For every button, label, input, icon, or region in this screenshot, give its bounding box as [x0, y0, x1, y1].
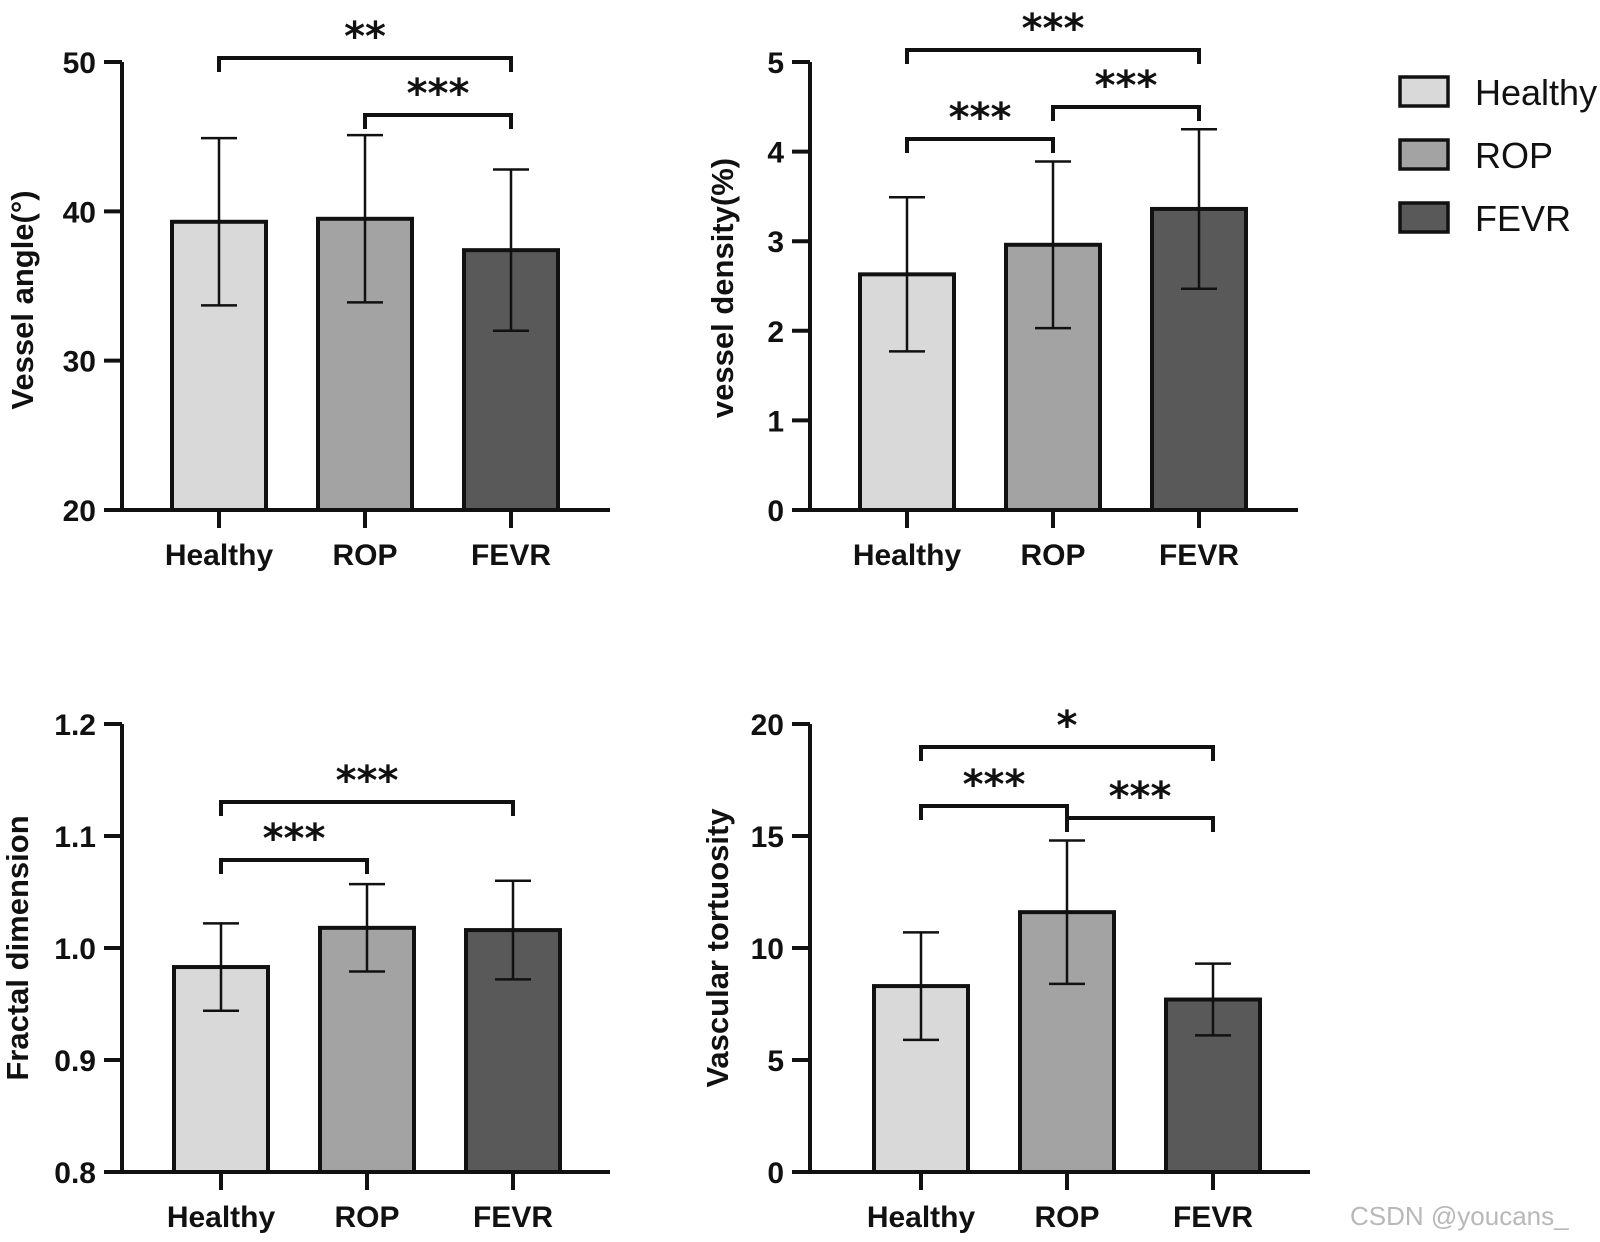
y-tick-label: 0.8	[54, 1157, 96, 1190]
y-tick-label: 1.0	[54, 933, 96, 966]
y-tick-label: 15	[751, 821, 784, 854]
significance-label: ***	[949, 95, 1012, 141]
significance-bracket	[919, 804, 1069, 820]
significance-bracket	[1065, 816, 1215, 832]
y-tick-label: 40	[63, 196, 96, 229]
significance-bracket	[219, 800, 515, 816]
x-tick-label: FEVR	[471, 539, 551, 572]
legend-swatch-healthy	[1398, 75, 1450, 108]
significance-label: **	[344, 14, 386, 60]
significance-label: ***	[407, 71, 470, 117]
x-tick-label: FEVR	[1159, 539, 1239, 572]
y-axis-title: Fractal dimension	[0, 815, 35, 1080]
x-tick-label: FEVR	[473, 1201, 553, 1234]
y-axis-title: Vessel angle(°)	[5, 190, 40, 409]
y-axis-title: vessel density(%)	[705, 158, 740, 418]
significance-label: ***	[263, 816, 326, 862]
significance-bracket	[219, 858, 369, 874]
y-tick-label: 4	[767, 137, 784, 170]
significance-label: ***	[1022, 6, 1085, 52]
y-tick-label: 10	[751, 933, 784, 966]
legend-label-rop: ROP	[1475, 135, 1553, 176]
legend-swatch-rop	[1398, 138, 1450, 171]
y-tick-label: 30	[63, 346, 96, 379]
significance-label: ***	[1095, 63, 1158, 109]
y-tick-label: 1.2	[54, 709, 96, 742]
x-tick-label: Healthy	[867, 1201, 976, 1234]
significance-bracket	[905, 48, 1201, 64]
significance-label: ***	[963, 762, 1026, 808]
legend-label-healthy: Healthy	[1475, 72, 1597, 113]
y-tick-label: 50	[63, 47, 96, 80]
significance-bracket	[919, 745, 1215, 761]
significance-bracket	[905, 137, 1055, 153]
x-tick-label: ROP	[1034, 1201, 1099, 1234]
x-tick-label: FEVR	[1173, 1201, 1253, 1234]
significance-label: ***	[336, 758, 399, 804]
x-tick-label: ROP	[1020, 539, 1085, 572]
legend: Healthy ROP FEVR	[1398, 72, 1597, 239]
bar-fevr	[462, 248, 560, 512]
watermark: CSDN @youcans_	[1350, 1201, 1569, 1231]
y-tick-label: 1	[767, 405, 784, 438]
y-tick-label: 5	[767, 47, 784, 80]
legend-label-fevr: FEVR	[1475, 198, 1571, 239]
x-tick-label: ROP	[332, 539, 397, 572]
y-tick-label: 3	[767, 226, 784, 259]
x-tick-label: ROP	[334, 1201, 399, 1234]
significance-bracket	[363, 113, 513, 129]
chart-panel-2: 0 1 2 3 4 5 vessel density(%) Healthy ROP FEVR ***…	[705, 6, 1298, 572]
x-tick-label: Healthy	[167, 1201, 276, 1234]
chart-panel-4: 0 5 10 15 20 Vascular tortuosity Healthy ROP FEV…	[700, 703, 1310, 1234]
significance-bracket	[217, 56, 513, 72]
y-tick-label: 2	[767, 316, 784, 349]
y-tick-label: 20	[63, 495, 96, 528]
y-tick-label: 0	[767, 495, 784, 528]
legend-swatch-fevr	[1398, 201, 1450, 234]
x-tick-label: Healthy	[853, 539, 962, 572]
x-tick-label: Healthy	[165, 539, 274, 572]
y-tick-label: 0.9	[54, 1045, 96, 1078]
chart-panel-3: 0.8 0.9 1.0 1.1 1.2 Fractal dimension Healthy R…	[0, 709, 610, 1234]
y-tick-label: 20	[751, 709, 784, 742]
significance-label: *	[1057, 703, 1078, 749]
significance-bracket	[1051, 105, 1201, 121]
y-axis-title: Vascular tortuosity	[700, 808, 735, 1088]
y-tick-label: 1.1	[54, 821, 96, 854]
y-tick-label: 0	[767, 1157, 784, 1190]
significance-label: ***	[1109, 774, 1172, 820]
y-tick-label: 5	[767, 1045, 784, 1078]
